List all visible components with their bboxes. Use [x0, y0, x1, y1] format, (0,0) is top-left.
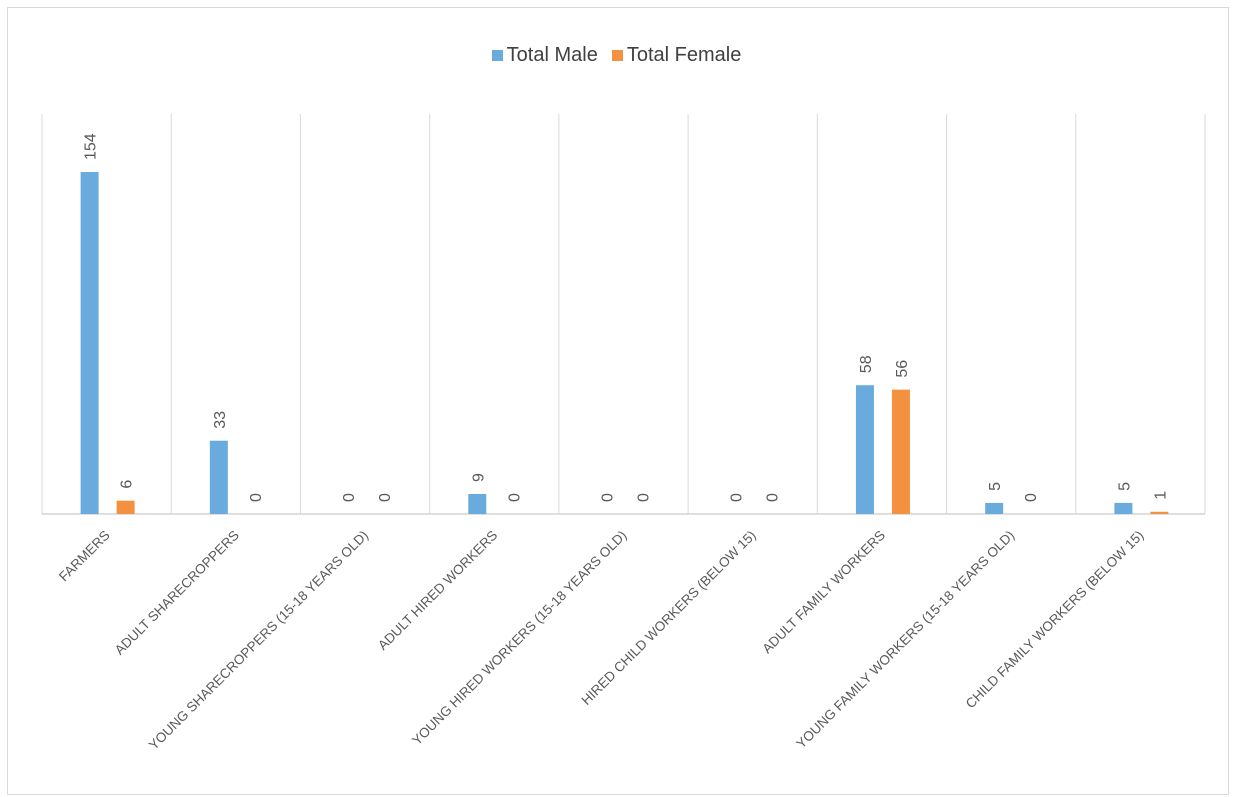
category-label: YOUNG SHARECROPPERS (15-18 YEARS OLD)	[146, 528, 371, 753]
chart-frame	[7, 7, 1229, 795]
category-label: ADULT HIRED WORKERS	[375, 528, 500, 653]
data-label: 5	[987, 482, 1004, 491]
data-label: 58	[858, 355, 875, 373]
data-label: 33	[212, 411, 229, 429]
data-label: 0	[600, 493, 617, 502]
bar-female	[1150, 511, 1169, 514]
bar-male	[985, 502, 1004, 514]
bar-male	[468, 494, 487, 514]
data-label: 6	[119, 480, 136, 489]
bar-male	[80, 172, 99, 514]
bar-female	[116, 500, 135, 514]
data-label: 9	[470, 473, 487, 482]
legend-item-total-female: Total Female	[611, 44, 742, 67]
category-label: FARMERS	[56, 528, 113, 585]
category-label: ADULT SHARECROPPERS	[112, 528, 242, 658]
legend-label-total-male: Total Male	[506, 44, 598, 66]
data-label: 56	[894, 360, 911, 378]
legend-swatch-total-male	[491, 50, 503, 61]
data-label: 1	[1152, 491, 1169, 500]
data-label: 0	[248, 493, 265, 502]
data-label: 0	[377, 493, 394, 502]
category-label: ADULT FAMILY WORKERS	[759, 528, 888, 657]
data-label: 0	[341, 493, 358, 502]
legend-swatch-total-female	[611, 50, 623, 61]
data-label: 0	[506, 493, 523, 502]
data-label: 0	[1023, 493, 1040, 502]
data-label: 0	[636, 493, 653, 502]
bar-male	[209, 440, 228, 514]
bar-male	[1114, 502, 1133, 514]
data-label: 0	[729, 493, 746, 502]
bar-female	[891, 389, 910, 514]
legend: Total Male Total Female	[0, 44, 1233, 67]
data-label: 0	[765, 493, 782, 502]
legend-label-total-female: Total Female	[626, 44, 742, 66]
legend-item-total-male: Total Male	[491, 44, 598, 67]
bar-male	[855, 385, 874, 514]
data-label: 154	[83, 133, 100, 160]
category-label: YOUNG FAMILY WORKERS (15-18 YEARS OLD)	[793, 528, 1017, 752]
category-label: YOUNG HIRED WORKERS (15-18 YEARS OLD)	[409, 528, 629, 748]
data-label: 5	[1116, 482, 1133, 491]
